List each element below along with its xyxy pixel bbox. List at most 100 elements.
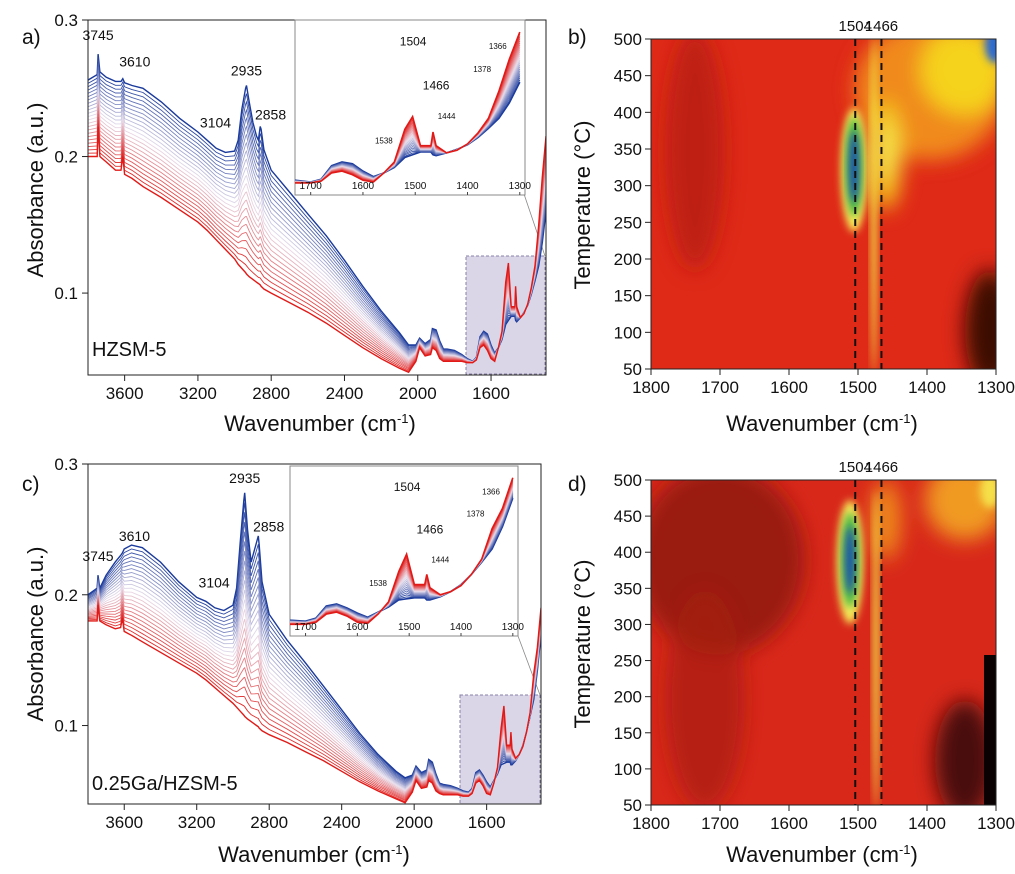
- x-tick-label: 2400: [326, 384, 364, 403]
- x-tick-label: 3200: [179, 384, 217, 403]
- spectrum-line: [88, 560, 541, 794]
- corner-warm-d: [980, 480, 996, 508]
- peak-label: 3104: [200, 115, 231, 131]
- y-tick-label: 100: [614, 760, 642, 779]
- band-1466-b: [871, 39, 877, 369]
- x-tick-label: 1600: [468, 813, 506, 832]
- inset-axes-c: 1700 1600 1500 1400 1300: [294, 622, 524, 636]
- inset-c: 1700 1600 1500 1400 1300 1504 1466 1444 1378 136…: [289, 465, 524, 637]
- y-tick-label: 150: [614, 724, 642, 743]
- peak-label: 3745: [82, 27, 113, 43]
- warm-zone-d: [925, 480, 996, 540]
- spectrum-line: [88, 502, 541, 793]
- y-tick-label: 500: [614, 471, 642, 490]
- y-tick-label: 0.3: [54, 455, 78, 474]
- sample-label-a: HZSM-5: [92, 339, 166, 361]
- x-tick-label: 1400: [908, 814, 946, 833]
- spectrum-line: [88, 60, 546, 363]
- marker-label: 1466: [865, 459, 898, 476]
- inset-peak-labels-a: 1504 1466 1444 1378 1366 1538: [375, 35, 507, 146]
- inset-peak-label: 1444: [431, 555, 449, 564]
- y-tick-label: 400: [614, 543, 642, 562]
- band-1378-d: [871, 480, 901, 560]
- peak-labels-c: 3745 3610 3104 2935 2858: [82, 470, 284, 591]
- inset-x-tick-label: 1500: [398, 622, 421, 633]
- peak-label: 3610: [119, 54, 150, 70]
- inset-peak-label: 1378: [473, 65, 491, 74]
- spectrum-line: [88, 551, 541, 794]
- inset-x-tick-label: 1400: [456, 181, 479, 192]
- y-tick-label: 0.1: [54, 717, 78, 736]
- spectrum-line: [88, 492, 541, 793]
- inset-peak-label: 1466: [423, 78, 450, 92]
- y-axis-label-d: Temperature (°C): [570, 560, 595, 729]
- panel-a: a) 3600 3200 2800 2400 2000 1600 0.1 0.2 0.3 HZS…: [22, 11, 547, 436]
- spectrum-line: [88, 69, 546, 363]
- y-tick-label: 450: [614, 67, 642, 86]
- panel-c: c) 3600 3200 2800 2400 2000 1600 0.1 0.2 0.3 0.2…: [22, 455, 542, 867]
- inset-peak-label: 1538: [369, 579, 387, 588]
- x-axis-label-a: Wavenumber (cm-1): [224, 411, 416, 436]
- spectrum-line: [88, 66, 546, 363]
- axes-a: 3600 3200 2800 2400 2000 1600 0.1 0.2 0.3: [54, 11, 510, 403]
- inset-axes-a: 1700 1600 1500 1400 1300: [300, 181, 532, 195]
- axes-c: 3600 3200 2800 2400 2000 1600 0.1 0.2 0.3: [54, 455, 505, 832]
- x-tick-label: 2000: [395, 813, 433, 832]
- zoom-connector-line-c: [517, 635, 541, 696]
- peak-label: 2858: [255, 107, 286, 123]
- x-tick-label: 1300: [977, 378, 1015, 397]
- inset-peak-label: 1444: [438, 112, 456, 121]
- spectrum-line: [88, 79, 546, 363]
- inset-spectra-a: [295, 31, 521, 184]
- x-tick-label: 1700: [701, 378, 739, 397]
- y-tick-label: 150: [614, 287, 642, 306]
- band-1378-b2: [878, 120, 894, 180]
- x-tick-label: 1600: [770, 814, 808, 833]
- peak-labels-a: 3745 3610 3104 2935 2858: [82, 27, 286, 131]
- peak-label: 2935: [231, 63, 262, 79]
- peak-label: 2858: [253, 519, 284, 535]
- heatmap-frame-d: [650, 479, 997, 806]
- inset-x-tick-label: 1400: [450, 622, 473, 633]
- black-corner-d: [984, 655, 996, 805]
- x-tick-label: 1500: [839, 814, 877, 833]
- inset-x-tick-label: 1300: [502, 622, 525, 633]
- x-tick-label: 1800: [632, 814, 670, 833]
- x-tick-label: 2800: [252, 384, 290, 403]
- inset-a: 1700 1600 1500 1400 1300 1504 1466 1444 1378 136…: [294, 19, 532, 196]
- x-tick-label: 1600: [472, 384, 510, 403]
- axes-d: 1800 1700 1600 1500 1400 1300 50 100 150 200 250 30…: [614, 471, 1015, 833]
- y-axis-label-a: Absorbance (a.u.): [23, 103, 48, 278]
- spectrum-line: [88, 63, 546, 363]
- y-tick-label: 0.1: [54, 284, 78, 303]
- panel-b-label: b): [568, 26, 587, 49]
- x-tick-label: 2000: [399, 384, 437, 403]
- spectrum-line: [88, 72, 546, 363]
- dark-corner-b: [965, 270, 996, 369]
- dark-band-b: [665, 39, 725, 270]
- panel-d: d) 1800 1700 1600 1500 1400 1300 50 100 150 200 25…: [568, 459, 1015, 867]
- inset-peak-label: 1504: [400, 35, 427, 49]
- spectrum-line: [88, 605, 541, 804]
- spectrum-line: [88, 512, 541, 794]
- inset-peak-label: 1366: [489, 42, 507, 51]
- inset-x-tick-label: 1600: [352, 181, 375, 192]
- inset-x-tick-label: 1300: [509, 181, 532, 192]
- peak-label: 2935: [229, 470, 260, 486]
- inset-spectra-c: [290, 477, 514, 626]
- spectrum-line: [88, 57, 546, 362]
- inset-peak-label: 1366: [482, 487, 500, 496]
- y-tick-label: 300: [614, 615, 642, 634]
- y-tick-label: 300: [614, 177, 642, 196]
- inset-peak-label: 1538: [375, 137, 393, 146]
- spectrum-line: [88, 541, 541, 794]
- x-tick-label: 2800: [250, 813, 288, 832]
- axes-b: 1800 1700 1600 1500 1400 1300 50 100 150 200 250 30…: [614, 30, 1015, 397]
- peak-label: 3745: [82, 548, 113, 564]
- spectrum-line: [88, 521, 541, 794]
- heatmap-d: [651, 480, 996, 805]
- inset-spectrum-line: [290, 477, 514, 626]
